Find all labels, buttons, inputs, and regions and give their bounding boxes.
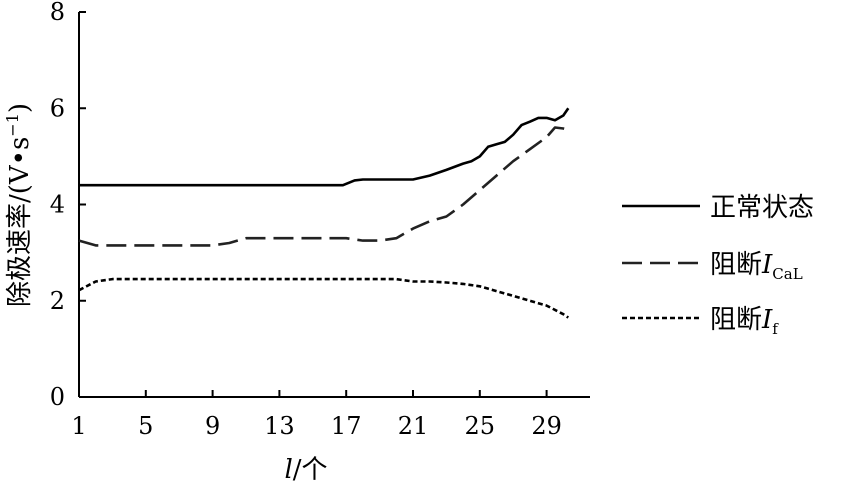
series-line-3 (78, 277, 570, 319)
y-tick-label: 6 (50, 94, 65, 122)
legend-label-2: 阻断ICaL (710, 250, 803, 283)
x-tick-label: 9 (205, 412, 220, 440)
x-tick-label: 1 (71, 412, 86, 440)
legend-label-main: 阻断 (710, 250, 762, 280)
legend-label-main: 阻断 (710, 305, 762, 335)
legend-label-3: 阻断If (710, 305, 779, 338)
y-axis-title-close: ) (5, 103, 35, 113)
y-axis-title: 除极速率/(V•s−1) (3, 103, 35, 307)
x-tick-label: 29 (531, 412, 562, 440)
x-ticks: 1 5 9 13 17 21 25 29 (71, 390, 562, 440)
x-tick-label: 21 (398, 412, 429, 440)
legend-label-sub: f (772, 320, 779, 338)
x-axis-title-var: l (284, 455, 292, 485)
x-axis-title-rest: /个 (293, 455, 328, 485)
legend-label-var: I (761, 305, 773, 335)
y-tick-label: 0 (50, 383, 65, 411)
y-ticks: 0 2 4 6 8 (50, 0, 86, 411)
x-tick-label: 5 (138, 412, 153, 440)
y-axis-title-main: 除极速率/(V•s (5, 137, 35, 307)
series-line-1 (79, 107, 570, 187)
series-lines (78, 107, 570, 319)
x-axis-title: l/个 (284, 455, 327, 485)
x-tick-label: 17 (331, 412, 362, 440)
y-tick-label: 4 (50, 191, 65, 219)
x-tick-label: 25 (465, 412, 496, 440)
legend-label-main: 正常状态 (710, 193, 814, 223)
legend-label-sub: CaL (772, 265, 802, 283)
y-tick-label: 2 (50, 287, 65, 315)
series-line-2 (78, 126, 569, 247)
x-tick-label: 13 (264, 412, 295, 440)
y-tick-label: 8 (50, 0, 65, 26)
legend-label-var: I (761, 250, 773, 280)
y-axis-title-sup: −1 (3, 113, 22, 137)
legend-label-1: 正常状态 (710, 193, 814, 223)
axes (78, 12, 590, 398)
